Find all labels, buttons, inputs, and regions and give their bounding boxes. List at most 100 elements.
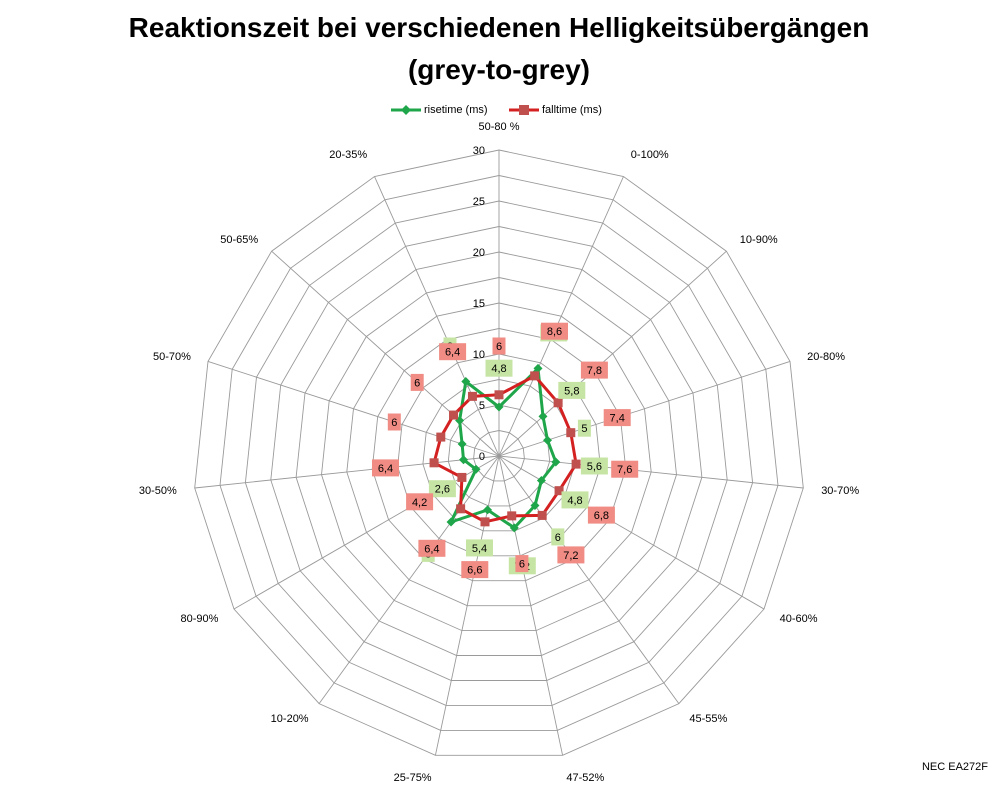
category-label: 40-60%: [780, 613, 818, 625]
data-point-risetime: [458, 455, 468, 465]
category-label: 10-20%: [271, 713, 309, 725]
data-point-falltime: [480, 517, 490, 527]
data-point-risetime: [533, 363, 543, 373]
data-label-bg: [372, 459, 399, 477]
category-label: 0-100%: [631, 149, 669, 161]
grid-ring: [447, 404, 551, 507]
grid-spoke: [318, 455, 500, 704]
grid-ring: [397, 353, 601, 557]
category-label: 45-55%: [689, 713, 727, 725]
legend-label-falltime: falltime (ms): [542, 104, 602, 116]
data-label: 5,4: [466, 539, 493, 557]
data-point-falltime: [507, 511, 517, 521]
data-point-risetime: [494, 402, 504, 412]
data-point-falltime: [553, 398, 563, 408]
data-label-bg: [406, 493, 434, 511]
data-label-bg: [418, 539, 446, 557]
data-label-text: 7,2: [563, 550, 578, 562]
category-label: 10-90%: [740, 234, 778, 246]
data-label-text: 6,4: [424, 543, 439, 555]
data-label-text: 6: [414, 377, 420, 389]
radial-tick-label: 15: [473, 298, 485, 310]
radial-tick-label: 25: [473, 196, 485, 208]
category-label: 20-35%: [329, 149, 367, 161]
data-point-falltime: [456, 504, 466, 514]
radial-tick-label: 0: [479, 451, 485, 463]
data-point-falltime: [530, 371, 540, 381]
data-label-bg: [461, 561, 489, 579]
data-label-text: 7,8: [587, 365, 602, 377]
grid-spoke: [207, 360, 500, 457]
legend-swatch-falltime: [509, 105, 539, 115]
data-label-text: 6,4: [378, 463, 393, 475]
data-label: 6,4: [372, 459, 399, 477]
data-label: 6: [551, 528, 565, 546]
data-label: 6: [410, 373, 424, 391]
data-label-bg: [551, 528, 565, 546]
data-label: 4,2: [406, 493, 434, 511]
radial-tick-label: 20: [473, 247, 485, 259]
data-label-text: 6: [555, 532, 561, 544]
data-label-text: 7,6: [617, 464, 632, 476]
data-point-falltime: [566, 428, 576, 438]
radial-tick-label: 5: [479, 400, 485, 412]
data-label-bg: [577, 419, 591, 437]
data-point-risetime: [461, 376, 471, 386]
data-label: 6,6: [461, 561, 489, 579]
grid-spoke: [498, 176, 624, 457]
data-label-text: 6: [496, 341, 502, 353]
category-label: 47-52%: [566, 772, 604, 784]
data-point-falltime: [449, 410, 459, 420]
category-label: 50-70%: [153, 351, 191, 363]
data-point-risetime: [457, 439, 467, 449]
grid-spoke: [498, 250, 727, 457]
data-label-bg: [558, 381, 586, 399]
data-point-falltime: [554, 486, 564, 496]
data-label-text: 6,4: [445, 347, 460, 359]
data-label-text: 6,6: [467, 565, 482, 577]
grid-ring: [473, 430, 525, 482]
data-label-bg: [541, 322, 568, 340]
data-label-bg: [492, 337, 506, 355]
data-label: 6: [515, 555, 529, 573]
data-point-risetime: [543, 435, 553, 445]
data-label: 5: [577, 419, 591, 437]
data-label: 6,4: [418, 539, 446, 557]
chart-title-line1: Reaktionszeit bei verschiedenen Helligke…: [128, 12, 870, 43]
data-label-bg: [428, 480, 456, 498]
grid-spoke: [498, 455, 680, 704]
data-label-text: 5: [581, 423, 587, 435]
grid-spoke: [498, 455, 564, 756]
category-label: 50-65%: [220, 234, 258, 246]
data-label-text: 8,6: [547, 326, 562, 338]
grid-spoke: [434, 455, 500, 756]
grid-ring: [194, 149, 804, 756]
data-point-risetime: [471, 464, 481, 474]
data-label-text: 4,8: [567, 495, 582, 507]
data-label-bg: [561, 491, 589, 509]
data-point-falltime: [494, 390, 504, 400]
data-point-falltime: [537, 510, 547, 520]
footer-model: NEC EA272F: [921, 761, 988, 773]
category-label: 20-80%: [807, 351, 845, 363]
data-label-bg: [587, 506, 615, 524]
legend: risetime (ms) falltime (ms): [0, 101, 998, 121]
category-label: 80-90%: [180, 613, 218, 625]
data-point-falltime: [571, 459, 581, 469]
data-label-bg: [387, 413, 401, 431]
data-label-text: 6,8: [594, 510, 609, 522]
data-label: 4,8: [485, 359, 513, 377]
chart-title-line2: (grey-to-grey): [407, 54, 590, 85]
grid-ring: [295, 251, 703, 656]
radial-tick-label: 10: [473, 349, 485, 361]
data-point-falltime: [457, 472, 467, 482]
data-label-text: 5,6: [587, 461, 602, 473]
data-label: 6,4: [439, 343, 467, 361]
data-point-falltime: [436, 432, 446, 442]
grid-spoke: [374, 176, 500, 457]
data-label-bg: [580, 361, 608, 379]
data-label-bg: [485, 359, 513, 377]
category-label: 50-80 %: [479, 121, 520, 133]
data-label-text: 6: [519, 559, 525, 571]
